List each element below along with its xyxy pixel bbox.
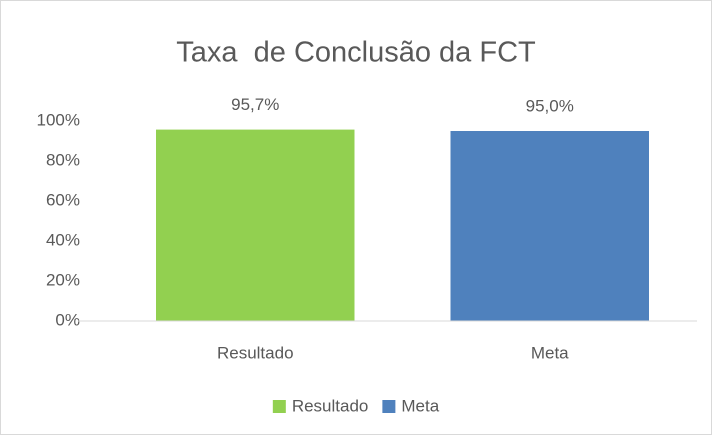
legend-label: Meta [401, 396, 439, 415]
y-tick-label: 60% [46, 190, 80, 209]
x-tick-label: Resultado [217, 343, 294, 362]
bar [450, 131, 649, 321]
y-tick-label: 80% [46, 150, 80, 169]
x-tick-label: Meta [531, 343, 569, 362]
chart-title: Taxa de Conclusão da FCT [176, 37, 536, 69]
legend-label: Resultado [292, 396, 369, 415]
value-label: 95,7% [231, 95, 279, 114]
y-tick-label: 40% [46, 230, 80, 249]
y-tick-label: 0% [55, 310, 80, 329]
legend-swatch [382, 400, 396, 413]
legend-swatch [272, 400, 286, 413]
bar [156, 129, 355, 321]
value-label: 95,0% [526, 96, 574, 115]
y-tick-label: 20% [46, 270, 80, 289]
y-tick-label: 100% [37, 110, 80, 129]
